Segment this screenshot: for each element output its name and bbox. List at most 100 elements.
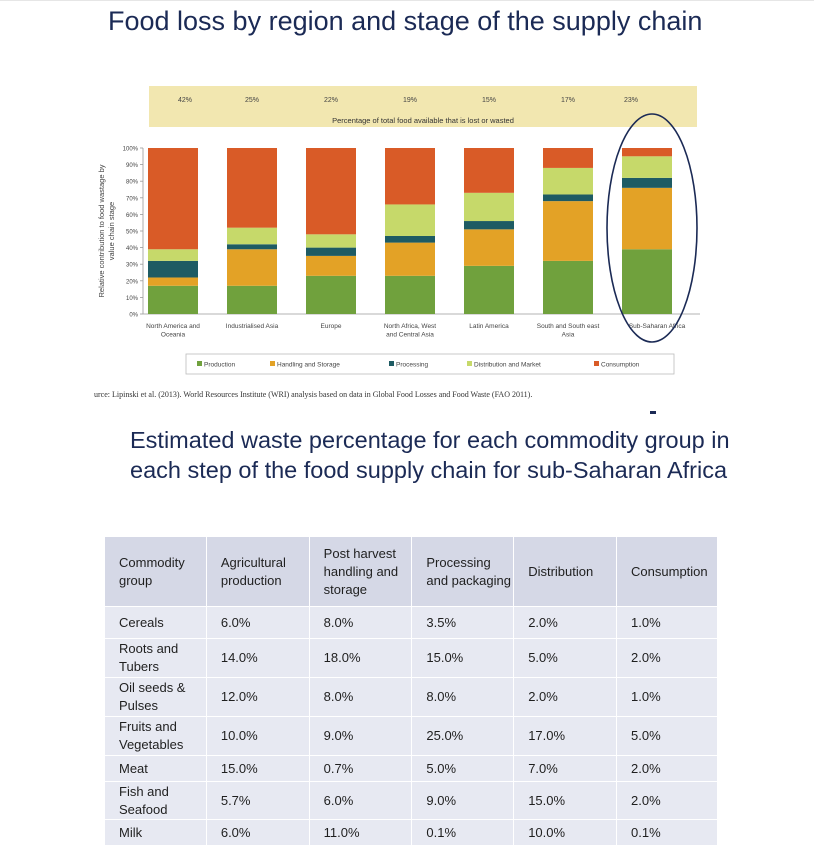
bar-segment bbox=[227, 244, 277, 250]
bar-segment bbox=[622, 249, 672, 314]
legend-swatch bbox=[197, 361, 202, 366]
bar-segment bbox=[543, 148, 593, 168]
legend-swatch bbox=[270, 361, 275, 366]
cell-value: 1.0% bbox=[616, 606, 718, 639]
cell-value: 8.0% bbox=[308, 606, 413, 639]
y-tick-label: 50% bbox=[126, 230, 139, 236]
highlight-ellipse bbox=[606, 113, 698, 343]
table-row: Roots and Tubers 14.0% 18.0% 15.0% 5.0% … bbox=[104, 638, 718, 678]
y-tick-label: 40% bbox=[126, 246, 139, 252]
y-tick-label: 20% bbox=[126, 279, 139, 285]
cell-value: 15.0% bbox=[205, 755, 310, 782]
y-tick-label: 80% bbox=[126, 180, 139, 186]
cell-value: 5.0% bbox=[411, 755, 515, 782]
header-distribution: Distribution bbox=[513, 536, 618, 607]
cell-value: 0.1% bbox=[411, 819, 515, 846]
cell-value: 11.0% bbox=[308, 819, 413, 846]
bar-segment bbox=[227, 285, 277, 314]
cell-value: 3.5% bbox=[411, 606, 515, 639]
legend-swatch bbox=[389, 361, 394, 366]
y-tick-label: 0% bbox=[129, 313, 138, 319]
legend-label: Handling and Storage bbox=[277, 362, 340, 369]
cell-commodity: Meat bbox=[104, 755, 207, 782]
top-divider bbox=[0, 0, 814, 1]
bar-segment bbox=[306, 275, 356, 314]
bar-segment bbox=[622, 156, 672, 178]
legend-label: Processing bbox=[396, 362, 429, 369]
cell-value: 9.0% bbox=[308, 716, 413, 756]
bar-segment bbox=[148, 249, 198, 261]
bar-segment bbox=[464, 221, 514, 230]
cell-commodity: Roots and Tubers bbox=[104, 638, 207, 678]
bar-segment bbox=[385, 242, 435, 276]
cell-value: 1.0% bbox=[616, 677, 718, 717]
top-band-value: 17% bbox=[561, 97, 575, 104]
x-tick-label: South and South east bbox=[537, 323, 600, 330]
cell-value: 15.0% bbox=[411, 638, 515, 678]
cell-value: 7.0% bbox=[513, 755, 618, 782]
source-note: urce: Lipinski et al. (2013). World Reso… bbox=[94, 390, 533, 399]
bar-segment bbox=[464, 229, 514, 266]
legend-label: Distribution and Market bbox=[474, 362, 541, 369]
x-tick-label: Sub-Saharan Africa bbox=[629, 323, 686, 330]
x-tick-label: Industrialised Asia bbox=[226, 323, 279, 330]
x-tick-label: and Central Asia bbox=[386, 332, 434, 339]
y-tick-label: 100% bbox=[123, 147, 139, 153]
cell-value: 0.7% bbox=[308, 755, 413, 782]
legend-swatch bbox=[467, 361, 472, 366]
bar-segment bbox=[227, 227, 277, 245]
bar-segment bbox=[148, 260, 198, 278]
top-band-value: 42% bbox=[178, 97, 192, 104]
y-axis-label: Relative contribution to food wastage by bbox=[97, 164, 106, 297]
cell-value: 2.0% bbox=[513, 677, 618, 717]
top-band bbox=[149, 86, 697, 127]
bar-segment bbox=[543, 194, 593, 202]
cell-value: 15.0% bbox=[513, 781, 618, 820]
y-tick-label: 70% bbox=[126, 196, 139, 202]
cell-commodity: Cereals bbox=[104, 606, 207, 639]
table-header-row: Commodity group Agricultural production … bbox=[104, 536, 718, 607]
bar-segment bbox=[464, 265, 514, 314]
cell-value: 5.0% bbox=[616, 716, 718, 756]
top-band-value: 19% bbox=[403, 97, 417, 104]
cell-value: 9.0% bbox=[411, 781, 515, 820]
cell-value: 5.0% bbox=[513, 638, 618, 678]
x-tick-label: Oceania bbox=[161, 332, 186, 339]
top-band-value: 22% bbox=[324, 97, 338, 104]
cell-value: 5.7% bbox=[205, 781, 310, 820]
y-tick-label: 90% bbox=[126, 163, 139, 169]
cell-value: 6.0% bbox=[308, 781, 413, 820]
x-tick-label: Asia bbox=[562, 332, 575, 339]
bar-segment bbox=[385, 275, 435, 314]
cell-value: 10.0% bbox=[513, 819, 618, 846]
bar-segment bbox=[306, 255, 356, 276]
cell-commodity: Milk bbox=[104, 819, 207, 846]
bar-segment bbox=[543, 201, 593, 261]
bar-segment bbox=[306, 148, 356, 235]
table-row: Milk 6.0% 11.0% 0.1% 10.0% 0.1% bbox=[104, 819, 718, 846]
bar-segment bbox=[543, 167, 593, 195]
header-post-harvest: Post harvest handling and storage bbox=[308, 536, 413, 607]
bar-segment bbox=[385, 235, 435, 243]
y-tick-label: 10% bbox=[126, 296, 139, 302]
cell-value: 8.0% bbox=[411, 677, 515, 717]
table-row: Meat 15.0% 0.7% 5.0% 7.0% 2.0% bbox=[104, 755, 718, 782]
table-row: Cereals 6.0% 8.0% 3.5% 2.0% 1.0% bbox=[104, 606, 718, 639]
bar-segment bbox=[227, 249, 277, 286]
header-consumption: Consumption bbox=[616, 536, 718, 607]
stacked-bar-chart: 42% 25% 22% 19% 15% 17% 23% Percentage of total… bbox=[97, 86, 700, 375]
cell-value: 25.0% bbox=[411, 716, 515, 756]
header-processing: Processing and packaging bbox=[411, 536, 515, 607]
legend-label: Consumption bbox=[601, 362, 640, 369]
x-tick-label: North America and bbox=[146, 323, 200, 330]
top-band-value: 23% bbox=[624, 97, 638, 104]
bar-segment bbox=[622, 187, 672, 250]
bar-segment bbox=[385, 204, 435, 236]
cell-value: 18.0% bbox=[308, 638, 413, 678]
cell-commodity: Fruits and Vegetables bbox=[104, 716, 207, 756]
bar-segment bbox=[385, 148, 435, 205]
bar-segment bbox=[148, 285, 198, 314]
table-row: Fish and Seafood 5.7% 6.0% 9.0% 15.0% 2.… bbox=[104, 781, 718, 820]
cell-value: 2.0% bbox=[513, 606, 618, 639]
cell-value: 6.0% bbox=[205, 606, 310, 639]
